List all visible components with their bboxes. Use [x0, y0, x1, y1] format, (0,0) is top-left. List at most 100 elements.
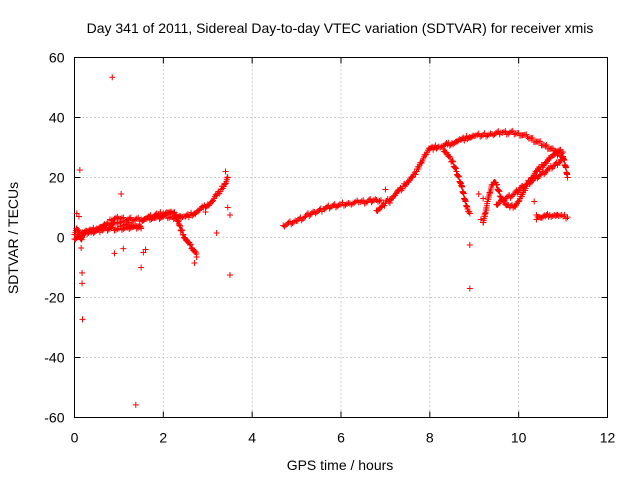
outlier-point — [466, 242, 473, 248]
data-point — [509, 191, 516, 198]
data-point — [451, 164, 458, 171]
outlier-point — [138, 264, 145, 271]
x-tick-label: 0 — [71, 430, 79, 446]
data-point — [148, 216, 155, 223]
data-point — [307, 211, 314, 218]
outlier-point — [79, 316, 86, 323]
data-point — [301, 214, 308, 221]
data-point — [478, 132, 485, 139]
x-tick-label: 6 — [337, 430, 345, 446]
data-point — [363, 199, 370, 206]
outlier-point — [191, 260, 198, 266]
outlier-point — [226, 212, 233, 218]
data-point — [452, 164, 459, 171]
x-tick-label: 2 — [159, 430, 167, 446]
data-point — [290, 218, 297, 225]
x-tick-label: 8 — [426, 430, 434, 446]
data-point — [95, 226, 102, 233]
data-point — [395, 188, 402, 194]
data-point — [466, 210, 473, 217]
data-point — [135, 224, 142, 231]
y-axis-label: SDTVAR / TECUs — [5, 182, 21, 294]
outlier-point — [466, 285, 473, 292]
data-point — [523, 131, 530, 138]
data-point — [126, 215, 133, 222]
data-point — [529, 134, 536, 141]
outlier-point — [75, 213, 82, 220]
outlier-point — [480, 195, 487, 202]
data-point — [564, 214, 571, 221]
data-point — [512, 130, 519, 137]
data-point — [509, 127, 516, 134]
data-point — [563, 215, 570, 222]
data-point — [502, 128, 509, 135]
y-tick-label: 0 — [57, 230, 65, 246]
data-point — [537, 138, 544, 145]
outlier-point — [477, 216, 484, 223]
data-point — [107, 225, 114, 232]
data-point — [372, 196, 379, 203]
data-point — [557, 212, 564, 219]
data-point — [108, 224, 115, 231]
data-point — [511, 131, 518, 138]
data-point — [306, 213, 313, 220]
data-point — [112, 214, 119, 221]
data-point — [500, 128, 507, 135]
data-point — [180, 231, 187, 238]
y-tick-label: 20 — [49, 170, 65, 186]
y-tick-label: -40 — [44, 350, 64, 366]
outlier-point — [475, 191, 482, 197]
data-point — [335, 202, 342, 209]
data-point — [352, 198, 359, 205]
data-point — [138, 224, 145, 230]
y-tick-label: 60 — [49, 50, 65, 66]
data-point — [109, 224, 116, 231]
y-tick-label: -60 — [44, 410, 64, 426]
outlier-point — [109, 74, 116, 81]
data-point — [515, 198, 522, 205]
data-point — [412, 171, 419, 178]
data-points — [71, 74, 571, 408]
outlier-point — [79, 269, 86, 276]
outlier-point — [222, 168, 229, 175]
data-point — [507, 194, 514, 201]
outlier-point — [382, 186, 389, 193]
data-point — [118, 215, 125, 222]
data-point — [449, 158, 456, 165]
data-point — [556, 149, 563, 156]
outlier-point — [142, 246, 149, 253]
data-point — [542, 143, 549, 149]
outlier-point — [132, 401, 139, 408]
outlier-point — [78, 245, 85, 251]
data-point — [221, 181, 228, 188]
data-point — [176, 213, 183, 220]
data-point — [161, 212, 168, 219]
data-point — [164, 215, 171, 222]
x-tick-labels: 0 2 4 6 8 10 12 — [71, 430, 616, 446]
outlier-point — [193, 254, 200, 260]
outlier-point — [213, 230, 220, 236]
data-point — [409, 174, 416, 181]
data-point — [224, 174, 231, 181]
data-point — [179, 227, 186, 234]
data-point — [452, 165, 459, 172]
data-point — [486, 131, 493, 138]
data-point — [495, 128, 502, 135]
data-point — [75, 227, 82, 234]
data-point — [112, 226, 119, 233]
grid-lines — [74, 57, 608, 418]
outlier-point — [224, 204, 231, 211]
data-point — [133, 215, 140, 222]
data-point — [170, 216, 177, 223]
data-point — [376, 197, 383, 204]
data-point — [447, 154, 454, 161]
outlier-point — [79, 280, 86, 287]
data-point — [117, 215, 124, 222]
x-tick-label: 4 — [248, 430, 256, 446]
chart-title: Day 341 of 2011, Sidereal Day-to-day VTE… — [87, 20, 594, 36]
outlier-point — [118, 191, 125, 197]
data-point — [377, 197, 384, 203]
y-tick-label: -20 — [44, 290, 64, 306]
